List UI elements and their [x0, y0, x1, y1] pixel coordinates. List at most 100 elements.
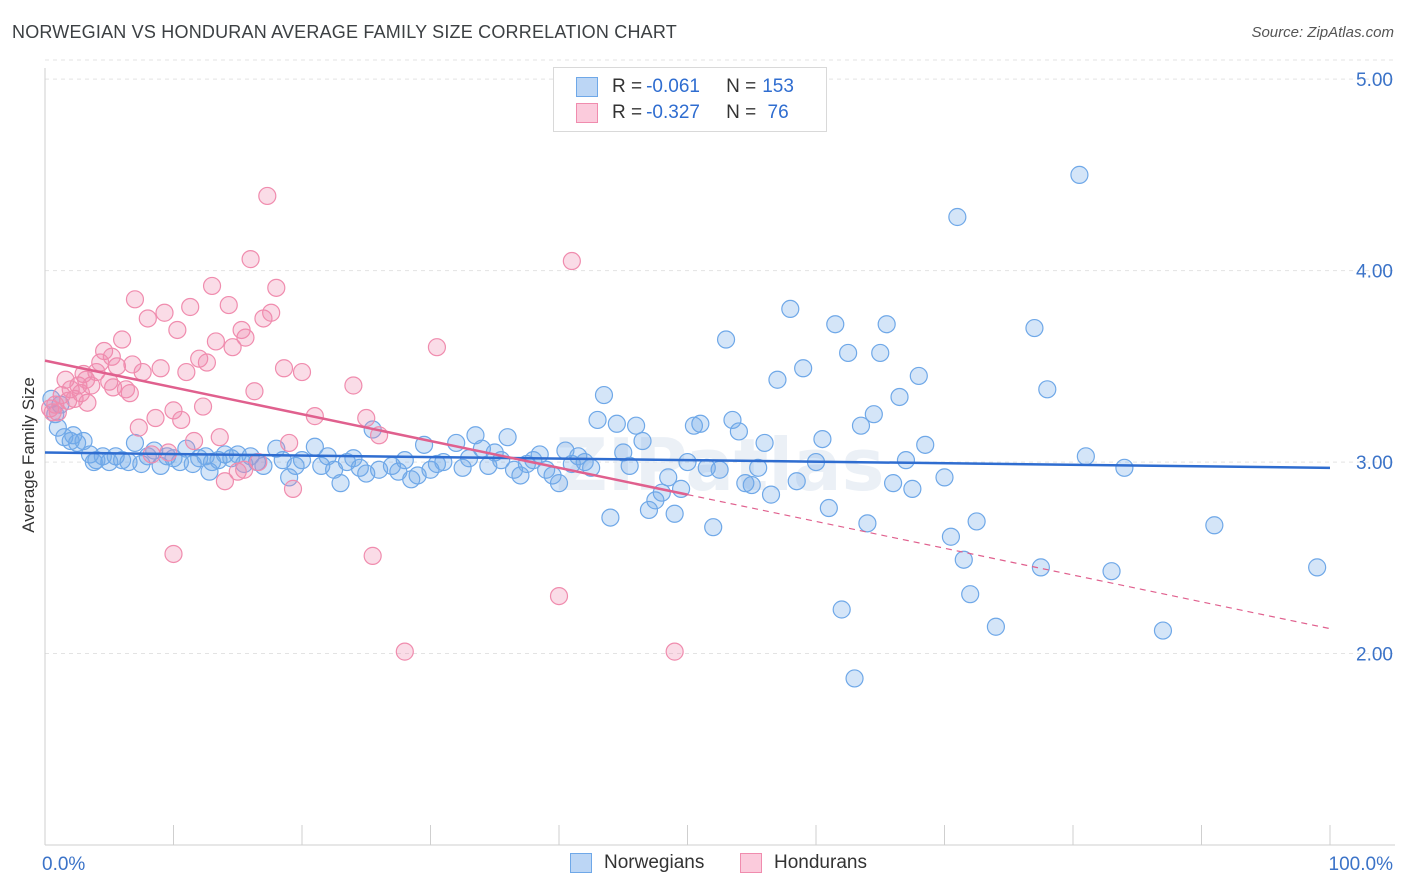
norwegian-point — [1038, 380, 1057, 399]
honduran-point — [48, 403, 67, 422]
honduran-point — [206, 332, 226, 351]
x-tick-label: 0.0% — [42, 854, 85, 875]
honduran-point — [177, 362, 196, 382]
r-label: R = — [612, 102, 643, 123]
honduran-point — [562, 251, 581, 271]
norwegian-point — [729, 422, 749, 441]
honduran-point — [274, 359, 294, 378]
norwegian-point — [845, 669, 864, 688]
honduran-swatch — [576, 103, 598, 123]
norwegian-point — [909, 366, 928, 386]
honduran-swatch — [740, 853, 762, 873]
norwegian-point — [601, 508, 620, 527]
y-tick-label: 3.00 — [1356, 453, 1393, 474]
honduran-point — [249, 452, 268, 472]
norwegian-point — [292, 451, 312, 470]
norwegian-point — [607, 414, 626, 433]
honduran-point — [181, 297, 200, 317]
norwegian-point — [427, 454, 447, 474]
norwegian-point — [742, 475, 761, 495]
norwegian-point — [331, 474, 350, 493]
norwegian-point — [723, 410, 742, 430]
norwegian-point — [1070, 165, 1089, 184]
norwegian-point — [620, 456, 639, 476]
norwegian-point — [626, 416, 646, 435]
honduran-point — [172, 410, 191, 430]
honduran-point — [395, 642, 414, 661]
honduran-point — [120, 384, 139, 403]
norwegian-point — [125, 433, 145, 453]
norwegian-point — [200, 462, 219, 481]
r-value: -0.061 — [646, 76, 700, 97]
legend-row-norwegians: R = -0.061 N = 153 — [576, 75, 794, 99]
norwegian-point — [594, 385, 614, 405]
norwegian-point — [832, 600, 851, 619]
honduran-point — [123, 355, 142, 374]
honduran-point — [245, 382, 264, 401]
norwegian-point — [678, 452, 697, 472]
honduran-point — [78, 393, 97, 412]
honduran-point — [138, 309, 157, 328]
chart-title: NORWEGIAN VS HONDURAN AVERAGE FAMILY SIZ… — [12, 22, 677, 42]
norwegian-trend-line — [44, 451, 1331, 470]
norwegian-point — [967, 512, 986, 531]
norwegian-point — [883, 474, 903, 493]
honduran-point — [151, 359, 170, 378]
norwegian-point — [954, 550, 973, 569]
norwegian-point — [498, 428, 517, 447]
honduran-point — [357, 408, 376, 428]
norwegian-point — [787, 472, 806, 491]
honduran-point — [215, 472, 234, 491]
honduran-trend-line — [44, 359, 688, 496]
norwegian-point — [935, 468, 954, 487]
norwegian-point — [890, 387, 909, 407]
norwegian-point — [749, 458, 768, 477]
norwegian-point — [864, 405, 883, 424]
stats-legend: R = -0.061 N = 153 R = -0.327 N = 76 — [553, 67, 827, 132]
honduran-point — [267, 278, 286, 297]
honduran-point — [197, 353, 217, 372]
norwegian-point — [84, 452, 103, 472]
norwegian-swatch — [570, 853, 592, 873]
norwegian-point — [639, 500, 659, 520]
norwegian-point — [1115, 458, 1134, 477]
norwegian-point — [736, 474, 755, 493]
norwegian-point — [826, 315, 845, 334]
norwegian-point — [858, 514, 877, 533]
honduran-point — [235, 460, 254, 479]
honduran-point — [202, 276, 222, 296]
y-tick-label: 5.00 — [1356, 70, 1393, 91]
norwegian-point — [819, 498, 838, 518]
honduran-point — [241, 250, 260, 269]
norwegian-point — [549, 474, 569, 493]
norwegian-point — [530, 445, 549, 464]
legend-row-hondurans: R = -0.327 N = 76 — [576, 101, 789, 125]
norwegian-point — [813, 429, 832, 449]
norwegian-point — [839, 343, 858, 363]
honduran-point — [292, 362, 312, 382]
honduran-point — [168, 320, 187, 340]
norwegian-point — [716, 330, 736, 349]
honduran-point — [59, 391, 78, 410]
honduran-point — [363, 546, 382, 565]
honduran-point — [549, 586, 569, 606]
norwegian-point — [761, 485, 781, 504]
legend-item-hondurans: Hondurans — [740, 852, 867, 874]
norwegian-point — [794, 359, 813, 378]
honduran-point — [223, 338, 242, 357]
honduran-point — [210, 428, 229, 447]
norwegian-point — [344, 449, 363, 468]
honduran-point — [112, 330, 132, 349]
norwegian-point — [511, 466, 530, 485]
honduran-point — [262, 303, 281, 322]
legend-item-norwegians: Norwegians — [570, 852, 704, 874]
norwegian-point — [916, 435, 935, 454]
norwegian-point — [112, 451, 132, 470]
honduran-point — [236, 328, 255, 347]
honduran-point — [228, 462, 247, 481]
norwegian-point — [395, 451, 414, 470]
norwegian-point — [851, 416, 871, 435]
r-value: -0.327 — [646, 102, 700, 123]
norwegian-point — [755, 433, 774, 453]
